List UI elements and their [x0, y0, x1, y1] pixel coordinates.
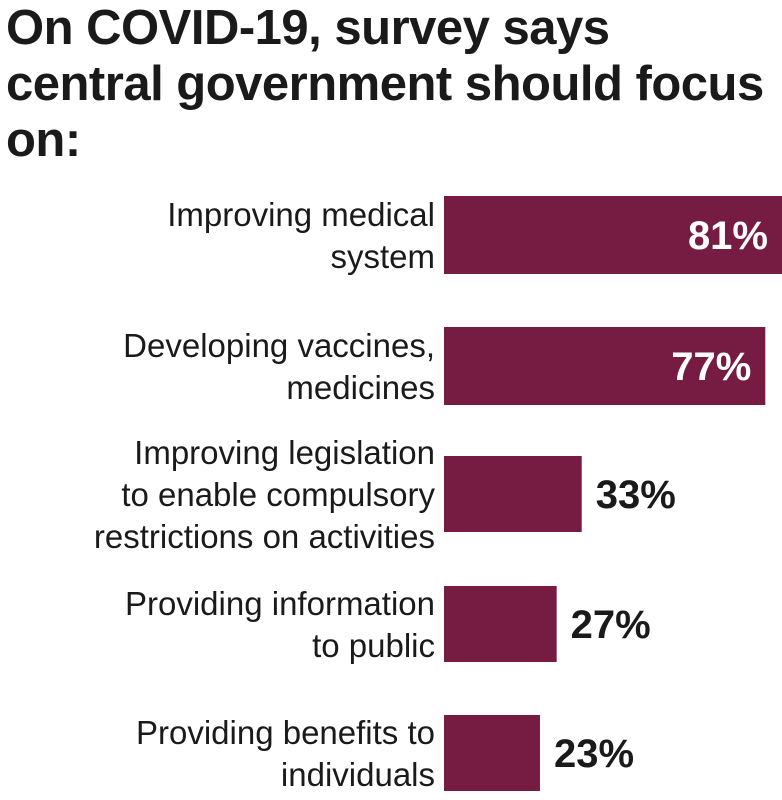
category-label-2-1: to enable compulsory — [121, 476, 435, 513]
category-label-2-0: Improving legislation — [134, 434, 435, 471]
bar-3 — [444, 586, 557, 662]
value-label-0: 81% — [688, 214, 768, 258]
value-label-1: 77% — [671, 345, 751, 389]
category-label-3-0: Providing information — [125, 585, 435, 622]
category-label-4-1: individuals — [281, 756, 435, 793]
bar-4 — [444, 715, 540, 791]
category-label-1-0: Developing vaccines, — [123, 327, 435, 364]
category-label-0-1: system — [330, 238, 435, 275]
chart-title: On COVID-19, survey says central governm… — [6, 1, 764, 167]
value-label-2: 33% — [596, 473, 676, 517]
category-label-4-0: Providing benefits to — [136, 714, 435, 751]
bar-2 — [444, 456, 582, 532]
bar-0 — [444, 196, 782, 274]
category-label-1-1: medicines — [286, 369, 435, 406]
bar-1 — [444, 327, 766, 405]
category-label-3-1: to public — [312, 627, 435, 664]
category-label-2-2: restrictions on activities — [94, 518, 435, 555]
value-label-3: 27% — [571, 603, 651, 647]
category-label-0-0: Improving medical — [167, 196, 435, 233]
value-label-4: 23% — [554, 732, 634, 776]
